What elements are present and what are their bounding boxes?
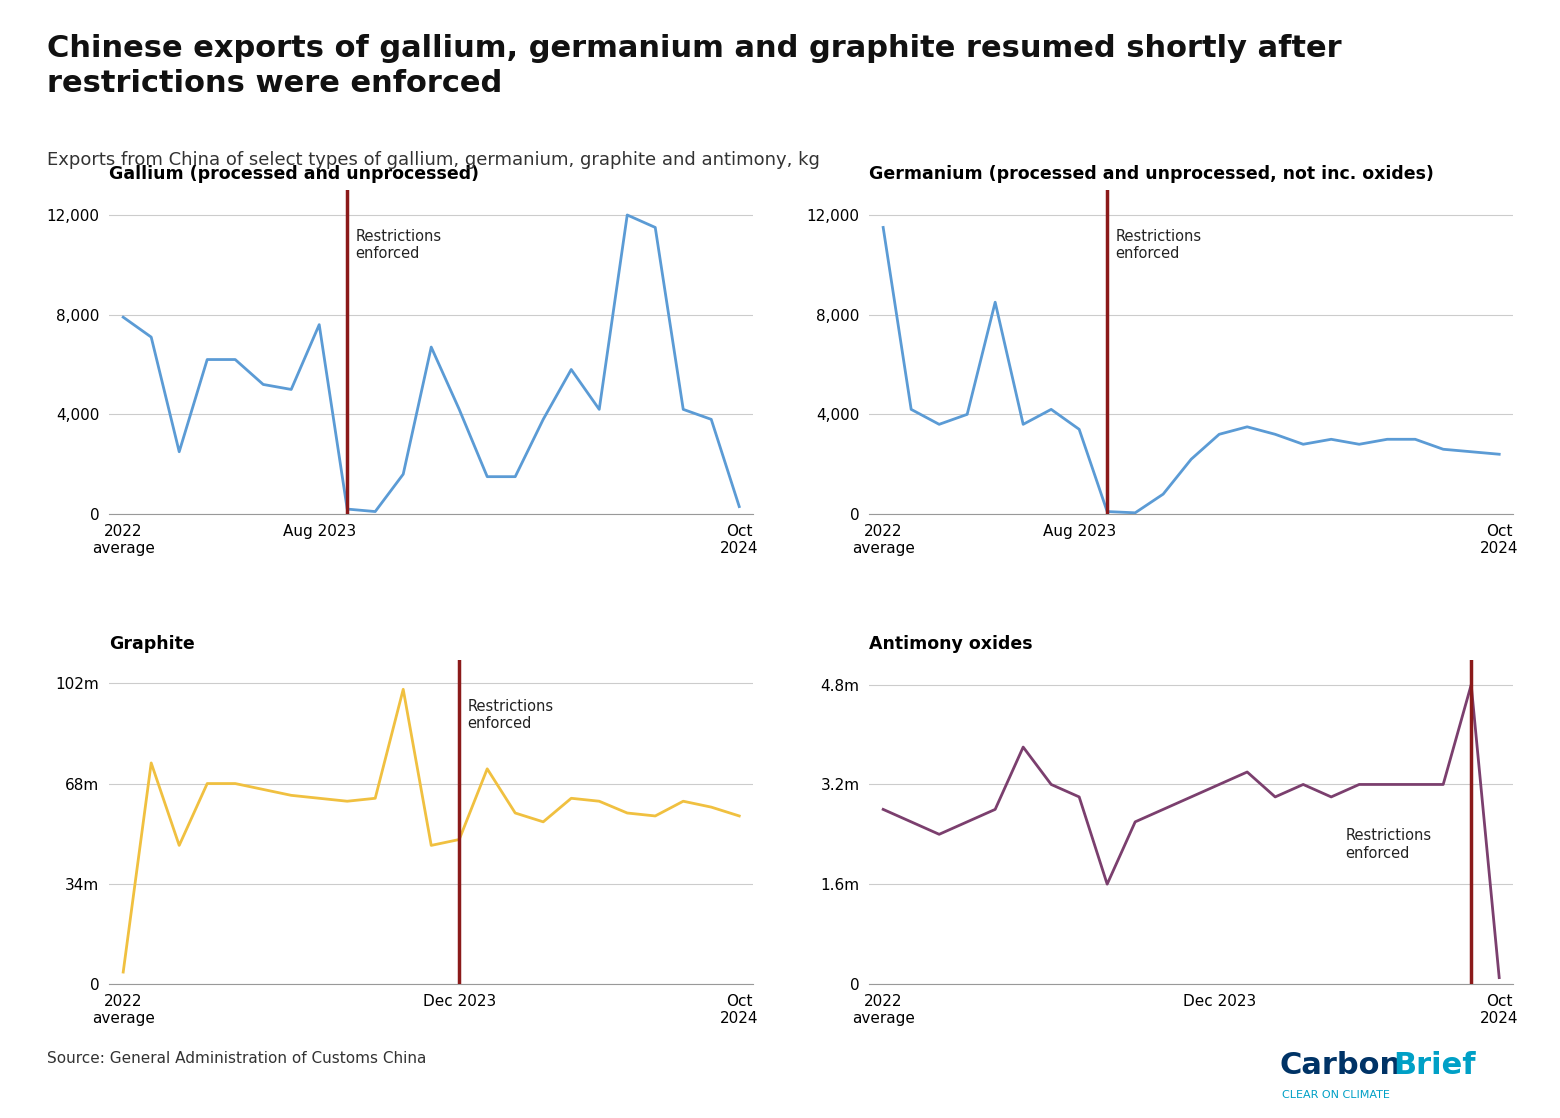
Text: Carbon: Carbon [1279, 1051, 1401, 1080]
Text: Gallium (processed and unprocessed): Gallium (processed and unprocessed) [109, 165, 479, 183]
Text: Chinese exports of gallium, germanium and graphite resumed shortly after
restric: Chinese exports of gallium, germanium an… [47, 34, 1342, 98]
Text: Exports from China of select types of gallium, germanium, graphite and antimony,: Exports from China of select types of ga… [47, 151, 819, 169]
Text: CLEAR ON CLIMATE: CLEAR ON CLIMATE [1282, 1090, 1390, 1100]
Text: Restrictions
enforced: Restrictions enforced [1115, 229, 1201, 262]
Text: Source: General Administration of Customs China: Source: General Administration of Custom… [47, 1051, 426, 1065]
Text: Brief: Brief [1393, 1051, 1476, 1080]
Text: Restrictions
enforced: Restrictions enforced [1345, 828, 1432, 861]
Text: Germanium (processed and unprocessed, not inc. oxides): Germanium (processed and unprocessed, no… [869, 165, 1434, 183]
Text: Graphite: Graphite [109, 635, 195, 653]
Text: Restrictions
enforced: Restrictions enforced [356, 229, 441, 262]
Text: Antimony oxides: Antimony oxides [869, 635, 1033, 653]
Text: Restrictions
enforced: Restrictions enforced [468, 699, 554, 731]
